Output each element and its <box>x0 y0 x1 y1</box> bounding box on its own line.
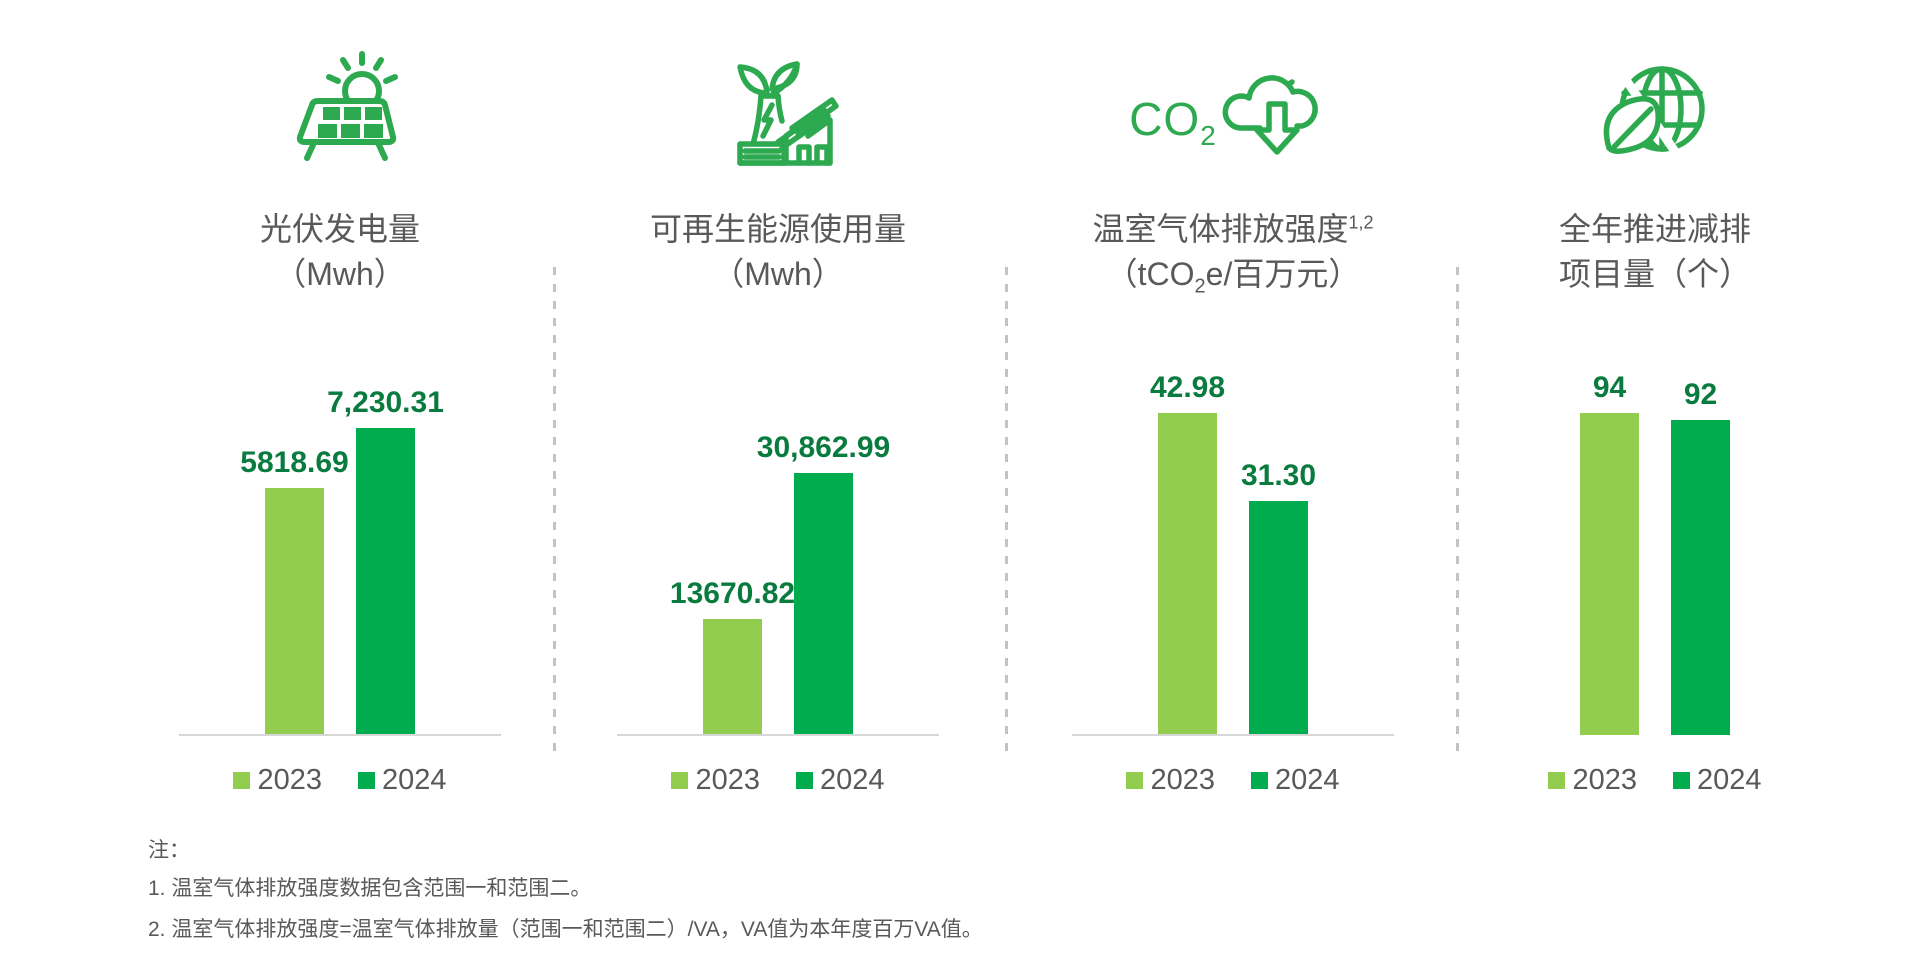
bar-2024: 92 <box>1671 378 1730 735</box>
bar-value-label: 30,862.99 <box>756 430 891 464</box>
legend-swatch-2023 <box>1126 772 1144 789</box>
legend-item-2024: 2024 <box>796 764 885 797</box>
chart-legend: 2023 2024 <box>1013 764 1453 797</box>
bar-value-label: 42.98 <box>1149 371 1226 405</box>
footnote-1: 1. 温室气体排放强度数据包含范围一和范围二。 <box>148 877 592 900</box>
bar-2024: 31.30 <box>1241 459 1316 735</box>
panel-divider <box>553 267 556 755</box>
legend-label-2023: 2023 <box>695 764 760 796</box>
legend-label-2024: 2024 <box>382 764 447 796</box>
legend-swatch-2024 <box>796 772 813 789</box>
bar-2023: 94 <box>1580 371 1639 735</box>
bar-group: 42.98 31.30 <box>1013 371 1453 735</box>
panel-title: 光伏发电量 （Mwh） <box>120 207 560 297</box>
bar-value-label: 13670.82 <box>669 576 796 610</box>
legend-swatch-2024 <box>1251 772 1268 789</box>
bar-value-label: 94 <box>1592 370 1627 404</box>
panel-title-line1: 光伏发电量 <box>259 211 420 247</box>
chart-legend: 2023 2024 <box>1435 764 1875 797</box>
chart-legend: 2023 2024 <box>558 764 998 797</box>
panel-title-line2: 项目量（个） <box>1558 256 1751 292</box>
panel-icon-area <box>558 38 998 183</box>
axis-baseline <box>617 734 939 736</box>
solar-panel-sun-icon <box>274 50 406 172</box>
panel-divider <box>1456 267 1459 755</box>
panel-title-line2: （Mwh） <box>274 256 406 292</box>
co2-label: CO2 <box>1129 93 1217 152</box>
legend-item-2023: 2023 <box>233 764 322 797</box>
bar-group: 13670.82 30,862.99 <box>558 380 998 735</box>
bar-value-label: 31.30 <box>1240 458 1317 492</box>
footnote-marker: 1,2 <box>1348 212 1374 233</box>
panel-title-line1: 温室气体排放强度1,2 <box>1092 211 1374 247</box>
legend-item-2023: 2023 <box>671 764 760 797</box>
panel-icon-area <box>1435 38 1875 183</box>
panel-icon-area <box>120 38 560 183</box>
bar-2023: 42.98 <box>1150 371 1225 735</box>
bar-2023: 13670.82 <box>670 577 795 735</box>
panel-reduction-projects: 全年推进减排 项目量（个） 94 92 2023 2024 <box>1435 0 1875 820</box>
panel-title: 可再生能源使用量 （Mwh） <box>558 207 998 297</box>
legend-label-2023: 2023 <box>1572 764 1637 796</box>
legend-swatch-2023 <box>1548 772 1566 789</box>
legend-label-2023: 2023 <box>257 764 322 796</box>
legend-swatch-2023 <box>233 772 251 789</box>
co2-reduction-cloud-icon <box>1211 53 1337 169</box>
panel-pv-generation: 光伏发电量 （Mwh） 5818.69 7,230.31 2023 2024 <box>120 0 560 820</box>
legend-label-2023: 2023 <box>1150 764 1215 796</box>
footnote-heading: 注： <box>148 839 190 862</box>
bar-group: 94 92 <box>1435 371 1875 735</box>
panel-title: 全年推进减排 项目量（个） <box>1435 207 1875 297</box>
bar-2023: 5818.69 <box>240 446 349 735</box>
panel-title: 温室气体排放强度1,2 （tCO2e/百万元） <box>1013 207 1453 297</box>
legend-swatch-2024 <box>358 772 375 789</box>
panel-divider <box>1005 267 1008 755</box>
panel-title-line1: 可再生能源使用量 <box>649 211 906 247</box>
panel-title-line1: 全年推进减排 <box>1558 211 1751 247</box>
chart-legend: 2023 2024 <box>120 764 560 797</box>
legend-label-2024: 2024 <box>820 764 885 796</box>
panel-icon-area: CO2 <box>1013 38 1453 183</box>
axis-baseline <box>179 734 501 736</box>
bar-value-label: 7,230.31 <box>327 386 444 419</box>
panel-renewable-energy: 可再生能源使用量 （Mwh） 13670.82 30,862.99 2023 2… <box>558 0 998 820</box>
legend-item-2024: 2024 <box>358 764 447 797</box>
green-factory-leaf-icon <box>712 48 844 174</box>
legend-label-2024: 2024 <box>1275 764 1340 796</box>
bar-value-label: 92 <box>1683 377 1718 411</box>
panel-title-line2: （tCO2e/百万元） <box>1105 256 1361 298</box>
bar-2024: 30,862.99 <box>757 431 890 735</box>
bar-group: 5818.69 7,230.31 <box>120 380 560 735</box>
globe-leaf-icon <box>1594 51 1716 171</box>
bar-value-label: 5818.69 <box>240 445 349 479</box>
panel-title-line2: （Mwh） <box>712 256 844 292</box>
legend-label-2024: 2024 <box>1697 764 1762 796</box>
legend-item-2024: 2024 <box>1251 764 1340 797</box>
panel-ghg-intensity: CO2 温室气体排放强度1,2 （tCO2e/百万元） 42.98 31.30 … <box>1013 0 1453 820</box>
legend-swatch-2024 <box>1673 772 1690 789</box>
legend-item-2024: 2024 <box>1673 764 1762 797</box>
footnote-2: 2. 温室气体排放强度=温室气体排放量（范围一和范围二）/VA，VA值为本年度百… <box>148 918 983 941</box>
legend-item-2023: 2023 <box>1548 764 1637 797</box>
axis-baseline <box>1072 734 1394 736</box>
bar-2024: 7,230.31 <box>327 386 444 735</box>
legend-item-2023: 2023 <box>1126 764 1215 797</box>
legend-swatch-2023 <box>671 772 689 789</box>
